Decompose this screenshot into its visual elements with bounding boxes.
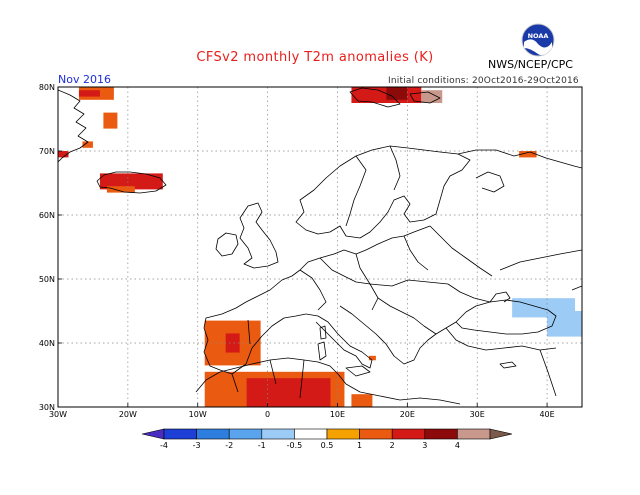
- greenland-coast: [58, 89, 89, 163]
- lon-tick-label: 30E: [470, 410, 485, 419]
- colorbar-label: 3: [422, 441, 427, 450]
- lat-tick-label: 50N: [39, 275, 55, 284]
- colorbar-segment: [294, 428, 328, 440]
- lat-tick-label: 30N: [39, 403, 55, 412]
- svalbard-east-coast: [409, 91, 441, 104]
- anomaly-region: [78, 90, 100, 97]
- lon-tick-label: 20W: [119, 410, 137, 419]
- noaa-logo-text: NOAA: [528, 32, 549, 40]
- anomaly-region: [246, 378, 331, 407]
- lat-tick-label: 60N: [39, 211, 55, 220]
- colorbar-segment: [196, 428, 230, 440]
- anomaly-region: [498, 195, 569, 241]
- colorbar-label: 1: [357, 441, 362, 450]
- interior-borders: [299, 269, 327, 311]
- colorbar-segment: [326, 428, 360, 440]
- sicily-coast: [345, 365, 371, 377]
- north-africa-coast: [195, 357, 461, 405]
- cyprus-coast: [499, 361, 517, 369]
- colorbar-segment: [228, 428, 263, 440]
- turkey-coast: [445, 327, 557, 351]
- colorbar: -4 -3 -2 -1 -0.5 0.5 1 2 3 4: [141, 428, 513, 450]
- great-britain-coast: [239, 202, 279, 269]
- colorbar-segment: [489, 428, 513, 440]
- svalbard-coast: [349, 87, 401, 108]
- initial-conditions: Initial conditions: 20Oct2016-29Oct2016: [388, 76, 579, 86]
- colorbar-label: 0.5: [321, 441, 334, 450]
- anomaly-region: [519, 151, 537, 158]
- colorbar-label: -4: [160, 441, 168, 450]
- colorbar-label: -0.5: [287, 441, 303, 450]
- colorbar-label: 2: [390, 441, 395, 450]
- anomaly-region: [386, 87, 408, 100]
- anomaly-region: [99, 173, 163, 190]
- sardinia-coast: [317, 341, 327, 361]
- lon-tick-label: 10E: [330, 410, 345, 419]
- sweden-finland-border: [389, 145, 401, 191]
- colorbar-label: 4: [455, 441, 460, 450]
- colorbar-segment: [141, 428, 165, 440]
- scandinavia-coast: [295, 145, 471, 239]
- anomaly-region: [106, 186, 135, 193]
- anomaly-region: [58, 151, 69, 158]
- anomaly-region: [547, 311, 582, 337]
- continental-coast: [203, 225, 431, 375]
- lon-tick-label: 40E: [539, 410, 554, 419]
- axis-tick-labels: 30N 40N 50N 60N 70N 80N 30W 20W 10W 0 10E 20E 30E 40E: [39, 83, 555, 419]
- colorbar-segment: [359, 428, 393, 440]
- colorbar-segment: [163, 428, 197, 440]
- balkan-coast: [339, 305, 457, 365]
- colorbar-segment: [424, 428, 458, 440]
- chart-title: CFSv2 monthly T2m anomalies (K): [196, 50, 434, 65]
- italy-coast: [305, 313, 373, 369]
- lon-tick-label: 10W: [189, 410, 207, 419]
- lon-tick-label: 20E: [400, 410, 415, 419]
- lat-tick-label: 40N: [39, 339, 55, 348]
- white-sea-coast: [475, 171, 505, 193]
- colorbar-segment: [261, 428, 295, 440]
- agency-label: NWS/NCEP/CPC: [488, 58, 573, 71]
- map-frame: [57, 86, 583, 408]
- forecast-period: Nov 2016: [58, 73, 111, 86]
- corsica-coast: [319, 325, 327, 340]
- russia-north-coast: [457, 149, 582, 169]
- anomaly-region: [82, 141, 93, 148]
- colorbar-label: -2: [225, 441, 233, 450]
- coastlines-and-borders: [58, 87, 582, 405]
- ireland-coast: [215, 232, 239, 257]
- lon-tick-label: 30W: [49, 410, 67, 419]
- anomaly-region: [103, 112, 118, 129]
- anomaly-region: [351, 394, 373, 407]
- crimea-coast: [489, 291, 511, 303]
- colorbar-label: -3: [193, 441, 201, 450]
- colorbar-label: -1: [258, 441, 266, 450]
- sweden-norway-border: [345, 155, 367, 227]
- iceland-coast: [96, 171, 167, 194]
- colorbar-segment: [457, 428, 491, 440]
- noaa-logo: NOAA: [521, 23, 555, 57]
- lat-tick-label: 80N: [39, 83, 55, 92]
- lat-tick-label: 70N: [39, 147, 55, 156]
- caspian-coast: [571, 285, 582, 291]
- black-sea-coast: [455, 299, 557, 335]
- lon-tick-label: 0: [265, 410, 270, 419]
- anomaly-region: [225, 333, 240, 353]
- anomaly-shading: [58, 87, 582, 407]
- anomaly-region: [368, 355, 376, 361]
- colorbar-segment: [391, 428, 426, 440]
